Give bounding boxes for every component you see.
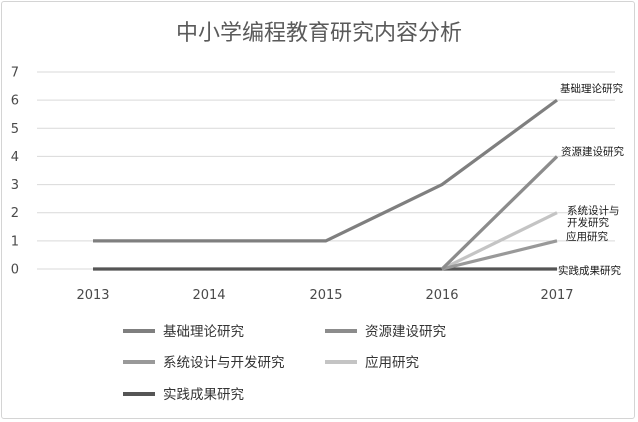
y-tick-label: 5: [11, 122, 19, 137]
y-tick-label: 3: [11, 178, 19, 193]
end-label-1: 资源建设研究: [561, 145, 624, 158]
legend-item-3: 应用研究: [325, 354, 419, 371]
x-tick-label: 2014: [192, 288, 225, 303]
legend-item-4: 实践成果研究: [123, 387, 244, 403]
legend-item-0: 基础理论研究: [123, 323, 244, 340]
x-tick-label: 2015: [309, 288, 342, 303]
x-axis-ticks: 2013 2014 2015 2016 2017: [76, 288, 573, 303]
end-label-4: 实践成果研究: [558, 264, 621, 277]
y-axis-ticks: 0 1 2 3 4 5 6 7: [11, 66, 19, 278]
legend-label-2: 系统设计与开发研究: [163, 355, 285, 371]
end-label-3: 应用研究: [566, 230, 608, 243]
series-line-1: [440, 155, 559, 271]
y-tick-label: 1: [11, 234, 19, 249]
end-label-0: 基础理论研究: [560, 82, 623, 95]
series-lines: [93, 98, 559, 271]
y-tick-label: 6: [11, 94, 19, 109]
legend-label-0: 基础理论研究: [163, 323, 244, 340]
y-tick-label: 0: [11, 263, 19, 278]
x-tick-label: 2017: [540, 288, 573, 303]
series-line-3: [441, 211, 558, 271]
x-tick-label: 2013: [76, 288, 109, 303]
y-tick-label: 2: [11, 206, 19, 221]
legend-item-1: 资源建设研究: [325, 324, 446, 340]
legend-label-4: 实践成果研究: [163, 387, 244, 403]
series-line-2: [441, 239, 558, 271]
series-line-0: [93, 98, 558, 243]
end-label-2: 系统设计与开发研究: [567, 204, 620, 229]
chart-title: 中小学编程教育研究内容分析: [176, 21, 462, 46]
legend-item-2: 系统设计与开发研究: [123, 355, 285, 371]
x-tick-label: 2016: [425, 288, 458, 303]
legend-label-1: 资源建设研究: [365, 324, 446, 340]
legend-label-3: 应用研究: [365, 354, 419, 371]
y-tick-label: 4: [11, 150, 19, 165]
y-tick-label: 7: [11, 66, 19, 81]
